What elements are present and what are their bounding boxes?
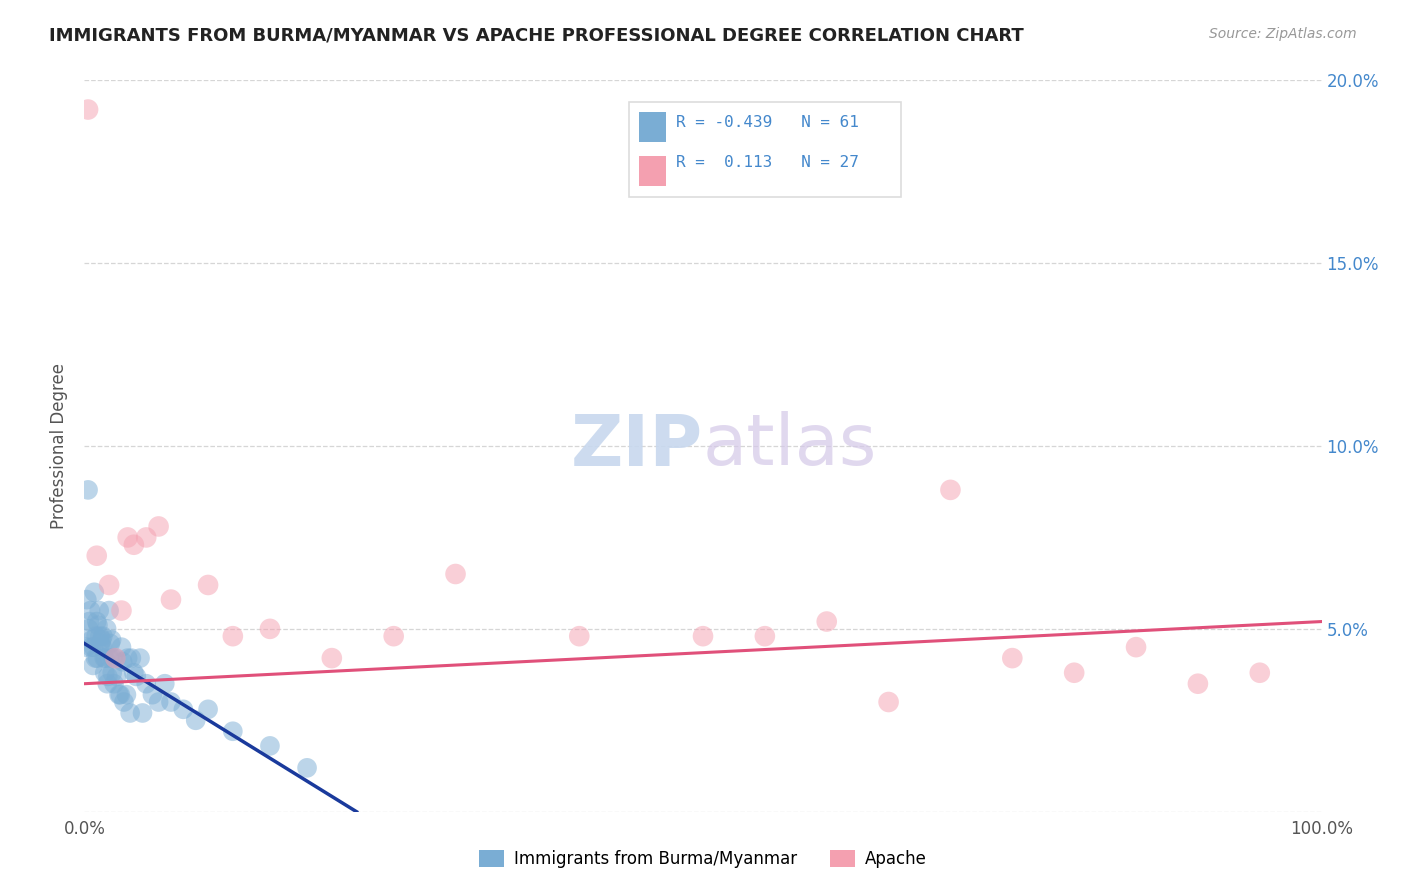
FancyBboxPatch shape (628, 103, 901, 197)
Point (84, 629, 107, 643)
Point (321, 651, 343, 665)
Point (104, 651, 127, 665)
Point (83, 585, 105, 599)
Point (692, 629, 714, 643)
Point (1001, 651, 1024, 665)
Point (222, 724, 245, 739)
Point (80, 640, 103, 655)
Point (117, 651, 139, 665)
Point (754, 629, 776, 643)
Point (101, 651, 124, 665)
Point (98, 603, 121, 617)
Text: ZIP: ZIP (571, 411, 703, 481)
Point (87, 618, 110, 632)
Point (77, 103, 100, 117)
Point (1063, 665, 1085, 680)
Point (94, 651, 117, 665)
Point (135, 676, 157, 690)
Point (1249, 665, 1271, 680)
Point (98, 636, 121, 650)
Point (295, 761, 318, 775)
Point (86, 549, 108, 563)
Point (1125, 640, 1147, 655)
Point (110, 640, 132, 655)
Point (89, 629, 111, 643)
Point (91, 629, 114, 643)
Point (129, 651, 152, 665)
Point (105, 669, 128, 683)
Text: R =  0.113   N = 27: R = 0.113 N = 27 (676, 155, 859, 169)
Point (96, 622, 118, 636)
Point (120, 651, 142, 665)
Point (97, 669, 120, 683)
Point (84, 651, 107, 665)
Point (877, 695, 900, 709)
Point (90, 632, 112, 647)
Point (125, 669, 148, 683)
Point (115, 688, 138, 702)
Point (197, 702, 219, 716)
Point (110, 603, 132, 617)
Point (94, 665, 117, 680)
Point (86, 651, 108, 665)
Point (172, 702, 194, 716)
Point (184, 714, 207, 728)
Point (91, 640, 114, 655)
Point (96, 676, 118, 690)
Point (259, 622, 281, 636)
Point (382, 629, 405, 643)
Point (120, 706, 142, 720)
Point (222, 629, 245, 643)
Point (259, 739, 281, 753)
Text: IMMIGRANTS FROM BURMA/MYANMAR VS APACHE PROFESSIONAL DEGREE CORRELATION CHART: IMMIGRANTS FROM BURMA/MYANMAR VS APACHE … (49, 27, 1024, 45)
Point (76, 592, 98, 607)
Point (86, 615, 108, 629)
Point (77, 483, 100, 497)
Text: atlas: atlas (703, 411, 877, 481)
Point (75, 640, 97, 655)
Point (100, 632, 122, 647)
Point (939, 483, 962, 497)
Point (98, 578, 121, 592)
Point (101, 665, 124, 680)
Point (77, 622, 100, 636)
Point (148, 695, 170, 709)
Y-axis label: Professional Degree: Professional Degree (51, 363, 69, 529)
Text: R = -0.439   N = 61: R = -0.439 N = 61 (676, 115, 859, 130)
Point (153, 676, 176, 690)
Point (568, 629, 591, 643)
Point (110, 688, 132, 702)
Point (93, 651, 115, 665)
Point (79, 603, 101, 617)
Point (148, 519, 170, 533)
Point (122, 538, 145, 552)
Point (815, 615, 838, 629)
Point (103, 676, 125, 690)
Point (79, 615, 101, 629)
Point (122, 665, 145, 680)
Point (89, 603, 111, 617)
Point (197, 578, 219, 592)
Point (89, 636, 111, 650)
Point (444, 567, 467, 582)
Point (160, 592, 183, 607)
Point (104, 651, 127, 665)
Point (131, 706, 153, 720)
Legend: Immigrants from Burma/Myanmar, Apache: Immigrants from Burma/Myanmar, Apache (472, 843, 934, 875)
Point (108, 688, 131, 702)
Point (160, 695, 183, 709)
Point (1187, 676, 1209, 690)
Point (141, 688, 163, 702)
FancyBboxPatch shape (638, 112, 666, 143)
Point (111, 655, 134, 669)
Point (117, 530, 139, 544)
Point (83, 640, 105, 655)
Point (135, 530, 157, 544)
Point (82, 658, 104, 673)
Point (98, 651, 121, 665)
Text: Source: ZipAtlas.com: Source: ZipAtlas.com (1209, 27, 1357, 41)
Point (80, 632, 103, 647)
FancyBboxPatch shape (638, 155, 666, 186)
Point (112, 695, 135, 709)
